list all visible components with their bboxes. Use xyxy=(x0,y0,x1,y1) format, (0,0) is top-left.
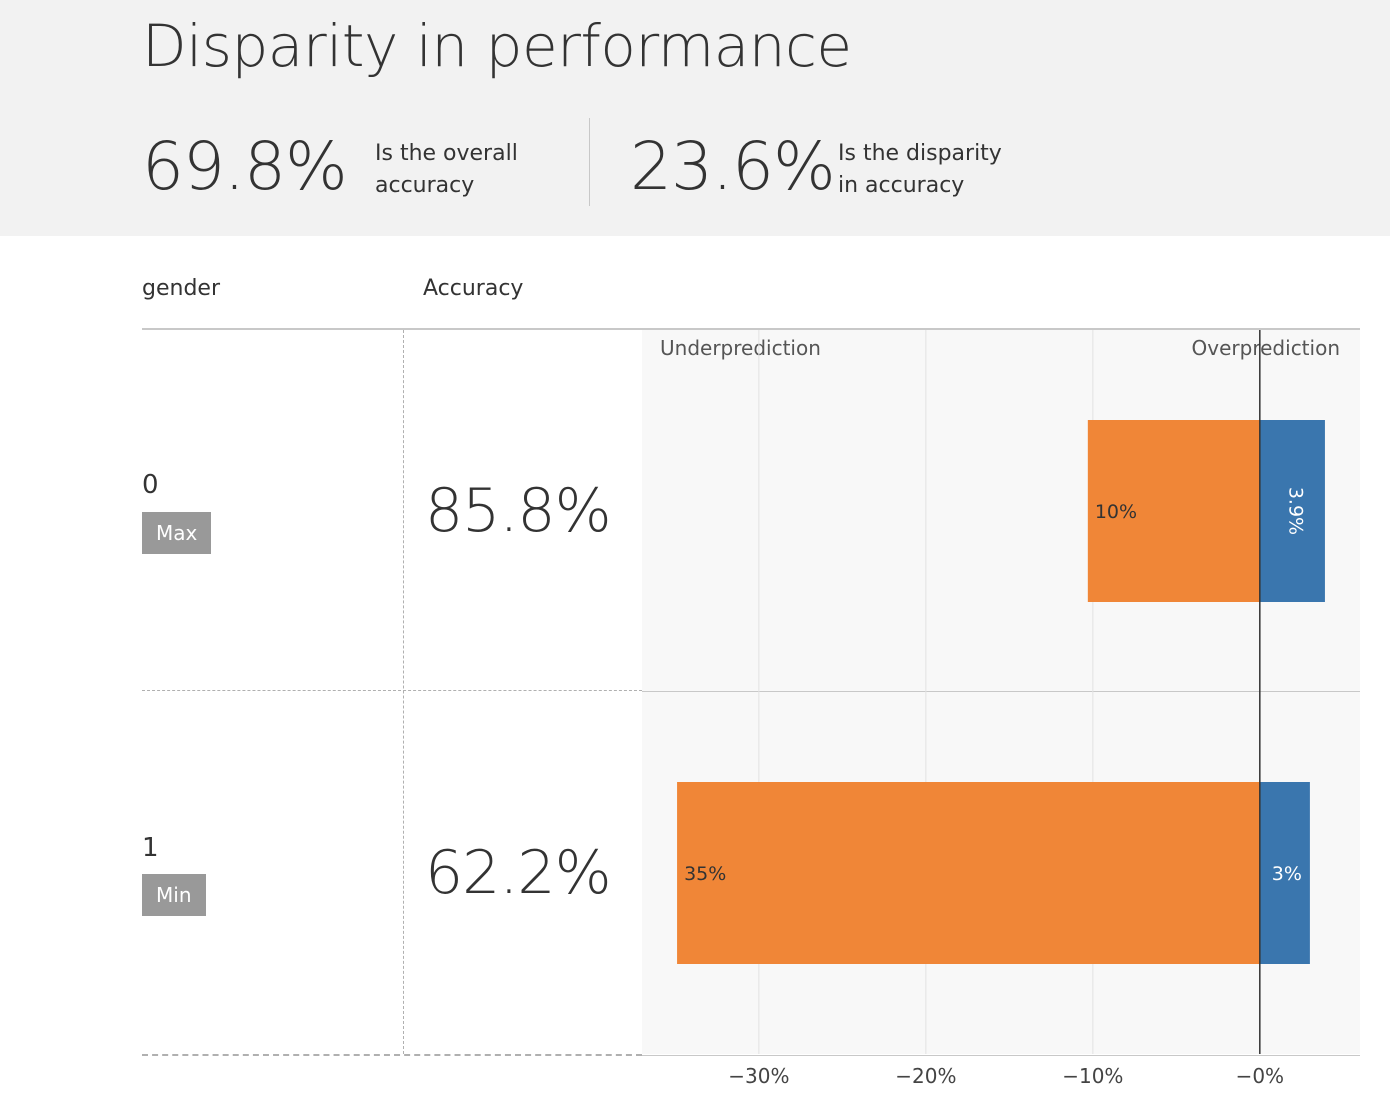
group-label: 1 xyxy=(142,833,159,863)
overprediction-bar-label: 3.9% xyxy=(1285,487,1307,535)
max-badge: Max xyxy=(142,512,212,554)
x-tick-label: −20% xyxy=(895,1064,956,1088)
row-divider-dashed xyxy=(142,690,642,691)
chart-bottom-axis xyxy=(642,1055,1360,1056)
group-column-header: gender xyxy=(142,276,220,301)
accuracy-column-header: Accuracy xyxy=(423,276,524,301)
underprediction-bar-label: 10% xyxy=(1095,501,1137,523)
overall-accuracy-description: Is the overall accuracy xyxy=(375,141,518,198)
overprediction-bar xyxy=(1259,782,1310,964)
disparity-description: Is the disparity in accuracy xyxy=(838,141,1002,198)
row-divider-solid xyxy=(642,691,1360,692)
overprediction-region-label: Overprediction xyxy=(1191,336,1340,360)
underprediction-bar xyxy=(677,782,1260,964)
row-accuracy: 85.8% xyxy=(425,476,612,546)
table-bottom-dashed xyxy=(142,1054,642,1056)
overall-accuracy-value: 69.8% xyxy=(142,128,348,205)
row-accuracy: 62.2% xyxy=(425,838,612,908)
underprediction-bar-label: 35% xyxy=(684,863,726,885)
summary-header: Disparity in performance 69.8% Is the ov… xyxy=(0,0,1390,236)
overprediction-bar-label: 3% xyxy=(1272,863,1302,885)
underprediction-bar xyxy=(1087,420,1260,602)
disparity-value: 23.6% xyxy=(630,128,836,205)
page-title: Disparity in performance xyxy=(142,12,852,80)
overprediction-bar xyxy=(1259,420,1325,602)
column-divider xyxy=(403,330,404,1054)
group-label: 0 xyxy=(142,470,159,500)
min-badge: Min xyxy=(142,874,206,916)
x-tick-label: −0% xyxy=(1236,1064,1285,1088)
x-tick-label: −30% xyxy=(728,1064,789,1088)
table-header-divider xyxy=(142,328,1360,330)
metric-divider xyxy=(589,118,590,206)
x-tick-label: −10% xyxy=(1062,1064,1123,1088)
underprediction-region-label: Underprediction xyxy=(660,336,821,360)
